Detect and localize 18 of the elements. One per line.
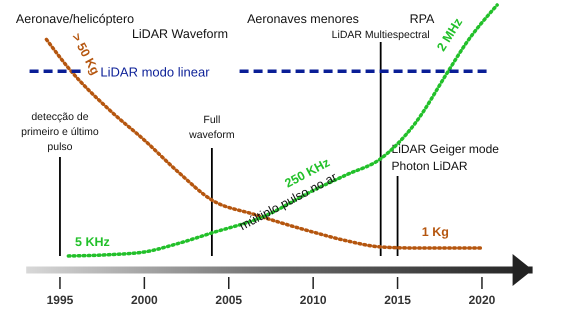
x-tick-label: 2010 xyxy=(300,293,327,307)
x-tick-label: 2000 xyxy=(131,293,158,307)
annotation: 1 Kg xyxy=(422,225,449,240)
annotation: 5 KHz xyxy=(75,234,110,249)
ref-line-label: Full waveform xyxy=(188,114,235,141)
x-tick-label: 2015 xyxy=(384,293,412,307)
x-tick-label: 2005 xyxy=(215,293,242,307)
annotation: Aeronaves menores xyxy=(247,12,359,26)
x-tick-label: 1995 xyxy=(46,293,74,307)
annotation: > 50 Kg xyxy=(68,30,102,78)
ref-line-label: LiDAR Multiespectral xyxy=(332,29,430,41)
x-tick-label: 2020 xyxy=(468,293,496,307)
annotation: LiDAR Waveform xyxy=(132,27,228,41)
series-label: LiDAR modo linear xyxy=(100,64,210,80)
ref-line-label: detecção de primeiro e último pulso xyxy=(21,111,99,153)
annotation: RPA xyxy=(410,12,436,26)
annotation: Aeronave/helicóptero xyxy=(16,12,134,26)
ref-line-label: LiDAR Geiger mode Photon LiDAR xyxy=(392,142,500,173)
